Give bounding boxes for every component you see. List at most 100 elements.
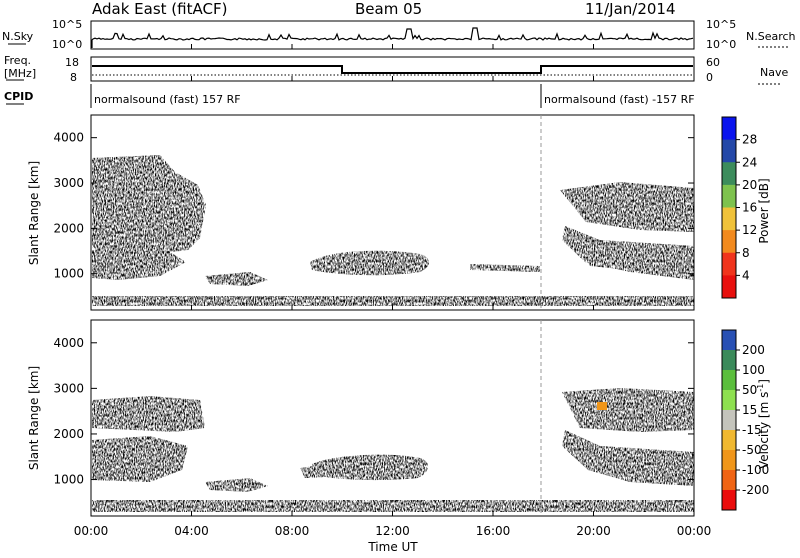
colorbar-tick-label: 100 bbox=[742, 363, 765, 377]
colorbar-tick-label: 16 bbox=[742, 201, 757, 215]
nsearch-tick-bottom: 10^0 bbox=[706, 38, 736, 51]
colorbar-swatch bbox=[722, 117, 736, 141]
y-tick-label: 1000 bbox=[53, 473, 84, 487]
velocity-patch-left-lower bbox=[92, 436, 188, 482]
power-data-layer bbox=[92, 155, 694, 306]
colorbar-swatch bbox=[722, 370, 736, 391]
velocity-yticks: 1000 2000 3000 4000 bbox=[53, 336, 694, 487]
colorbar-tick-label: 200 bbox=[742, 343, 765, 357]
velocity-patch-morning-green bbox=[205, 478, 268, 492]
y-tick-label: 3000 bbox=[53, 176, 84, 190]
colorbar-tick-label: 50 bbox=[742, 383, 757, 397]
x-tick-label: 12:00 bbox=[375, 524, 410, 538]
x-tick-label: 00:00 bbox=[677, 524, 712, 538]
nsky-trace bbox=[91, 27, 694, 48]
power-yticks: 1000 2000 3000 4000 bbox=[53, 131, 694, 281]
colorbar-swatch bbox=[722, 207, 736, 231]
y-tick-label: 4000 bbox=[53, 336, 84, 350]
power-patch-right-mid bbox=[590, 198, 694, 220]
y-tick-label: 1000 bbox=[53, 267, 84, 281]
cpid-segment-2: normalsound (fast) -157 RF bbox=[544, 93, 695, 106]
nsky-tick-bottom: 10^0 bbox=[52, 38, 82, 51]
velocity-patch-left-green bbox=[92, 414, 150, 428]
cpid-label: CPID bbox=[4, 90, 33, 103]
colorbar-tick-label: -200 bbox=[742, 483, 769, 497]
x-tick-label: 04:00 bbox=[174, 524, 209, 538]
colorbar-swatch bbox=[722, 470, 736, 491]
colorbar-swatch bbox=[722, 410, 736, 431]
power-patch-left-mid bbox=[92, 190, 200, 235]
x-tick-label: 20:00 bbox=[576, 524, 611, 538]
velocity-patch-right-upper bbox=[562, 388, 694, 432]
velocity-patch-orange-speck bbox=[597, 402, 607, 410]
colorbar-swatch bbox=[722, 162, 736, 186]
power-patch-near-range bbox=[92, 296, 694, 306]
freq-label-line2: [MHz] bbox=[4, 67, 36, 80]
power-ylabel: Slant Range [km] bbox=[27, 161, 41, 265]
cpid-segment-1: normalsound (fast) 157 RF bbox=[94, 93, 241, 106]
freq-tick-top: 18 bbox=[65, 56, 79, 69]
station-title: Adak East (fitACF) bbox=[92, 0, 227, 18]
x-axis-label: Time UT bbox=[367, 540, 418, 554]
power-patch-mid-ionosphere-core bbox=[330, 255, 418, 267]
velocity-patch-right-lower bbox=[562, 430, 694, 486]
colorbar-tick-label: 28 bbox=[742, 133, 757, 147]
colorbar-tick-label: -50 bbox=[742, 443, 762, 457]
colorbar-tick-label: 8 bbox=[742, 246, 750, 260]
velocity-patch-right-green bbox=[630, 410, 690, 424]
colorbar-tick-label: 24 bbox=[742, 155, 757, 169]
y-tick-label: 4000 bbox=[53, 131, 84, 145]
power-echo-patches bbox=[92, 155, 694, 306]
velocity-echo-patches bbox=[92, 388, 694, 512]
velocity-colorbar-label: Velocity [m s-1] bbox=[756, 379, 771, 469]
date-title: 11/Jan/2014 bbox=[585, 0, 676, 18]
freq-label-line1: Freq. bbox=[4, 54, 31, 67]
colorbar-swatch bbox=[722, 430, 736, 451]
colorbar-swatch bbox=[722, 330, 736, 351]
nsearch-tick-top: 10^5 bbox=[706, 18, 736, 31]
power-patch-left-low bbox=[92, 245, 186, 280]
nave-tick-top: 60 bbox=[706, 56, 720, 69]
velocity-data-layer bbox=[92, 388, 694, 512]
colorbar-swatch bbox=[722, 139, 736, 163]
colorbar-swatch bbox=[722, 490, 736, 511]
power-colorbar: 4 8 12 16 20 24 28 bbox=[721, 116, 757, 299]
colorbar-swatch bbox=[722, 230, 736, 254]
velocity-colorbar-label-sup: -1 bbox=[756, 384, 765, 392]
nave-tick-bottom: 0 bbox=[706, 71, 713, 84]
colorbar-swatch bbox=[722, 184, 736, 208]
power-patch-morning bbox=[205, 272, 268, 286]
x-axis-ticks: 00:00 04:00 08:00 12:00 16:00 20:00 00:00 bbox=[74, 44, 712, 538]
colorbar-tick-label: -100 bbox=[742, 463, 769, 477]
colorbar-swatch bbox=[722, 275, 736, 299]
x-tick-label: 00:00 bbox=[74, 524, 109, 538]
colorbar-swatch bbox=[722, 450, 736, 471]
velocity-colorbar: 200 100 50 15 -15 -50 -100 -200 bbox=[721, 329, 769, 511]
velocity-colorbar-label-end: ] bbox=[757, 379, 771, 384]
colorbar-frame bbox=[721, 329, 737, 511]
power-patch-near-range-2 bbox=[470, 264, 540, 272]
x-tick-label: 08:00 bbox=[275, 524, 310, 538]
y-tick-label: 2000 bbox=[53, 221, 84, 235]
colorbar-tick-label: 20 bbox=[742, 178, 757, 192]
nsky-label: N.Sky bbox=[2, 30, 34, 43]
x-tick-label: 16:00 bbox=[476, 524, 511, 538]
colorbar-tick-label: -15 bbox=[742, 423, 762, 437]
colorbar-tick-label: 12 bbox=[742, 223, 757, 237]
power-patch-right-core bbox=[585, 254, 694, 276]
colorbar-swatch bbox=[722, 350, 736, 371]
beam-title: Beam 05 bbox=[355, 0, 422, 18]
velocity-patch-near-range bbox=[92, 500, 694, 512]
colorbar-tick-label: 15 bbox=[742, 403, 757, 417]
velocity-ylabel: Slant Range [km] bbox=[27, 366, 41, 470]
y-tick-label: 2000 bbox=[53, 427, 84, 441]
colorbar-swatch bbox=[722, 390, 736, 411]
freq-trace bbox=[92, 65, 693, 74]
nave-label: Nave bbox=[760, 66, 788, 79]
velocity-colorbar-label-main: Velocity [m s bbox=[757, 392, 771, 469]
nsky-tick-top: 10^5 bbox=[52, 18, 82, 31]
power-colorbar-label: Power [dB] bbox=[757, 178, 771, 243]
colorbar-swatch bbox=[722, 252, 736, 276]
